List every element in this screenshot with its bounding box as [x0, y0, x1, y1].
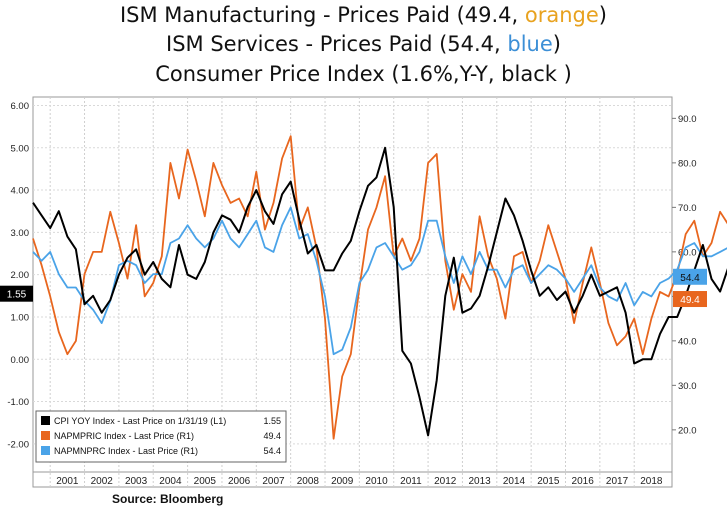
services-last-value-label: 54.4: [680, 273, 700, 284]
cpi-series-line: [32, 146, 727, 437]
chart-title-line-2: ISM Services - Prices Paid (54.4, blue): [0, 32, 727, 56]
right-y-tick-label: 40.0: [678, 336, 697, 347]
services-last-value-badge: [673, 268, 707, 285]
x-tick-label: 2003: [125, 476, 148, 487]
chart-title-line-1: ISM Manufacturing - Prices Paid (49.4, o…: [0, 3, 727, 27]
legend-series-name: CPI YOY Index - Last Price on 1/31/19 (L…: [54, 416, 226, 426]
x-tick-label: 2018: [640, 476, 663, 487]
x-tick-label: 2015: [537, 476, 560, 487]
x-tick-label: 2007: [262, 476, 285, 487]
right-y-tick-label: 20.0: [678, 425, 697, 436]
x-tick-label: 2005: [194, 476, 217, 487]
left-y-tick-label: 0.00: [11, 355, 30, 366]
title-line-1-color-word: orange: [524, 3, 599, 27]
x-tick-label: 2009: [331, 476, 354, 487]
right-y-tick-label: 60.0: [678, 247, 697, 258]
title-line-1-text: ISM Manufacturing - Prices Paid (49.4,: [119, 3, 525, 27]
title-line-3-text: Consumer Price Index (1.6%,Y-Y, black ): [155, 62, 572, 86]
legend-series-last-value: 54.4: [263, 446, 281, 456]
legend-box: [35, 410, 287, 463]
manufacturing-prices-line: [32, 135, 727, 440]
left-y-tick-label: 3.00: [11, 228, 30, 239]
right-y-tick-label: 80.0: [678, 158, 697, 169]
left-y-tick-label: 5.00: [11, 143, 30, 154]
x-tick-label: 2013: [468, 476, 491, 487]
right-y-tick-label: 70.0: [678, 203, 697, 214]
left-y-tick-label: 1.00: [11, 312, 30, 323]
title-line-2-text: ISM Services - Prices Paid (54.4,: [166, 32, 508, 56]
x-tick-label: 2001: [56, 476, 79, 487]
x-tick-label: 2010: [365, 476, 388, 487]
legend-swatch: [41, 446, 50, 455]
left-y-tick-label: 6.00: [11, 101, 30, 112]
title-line-2-color-word: blue: [507, 32, 553, 56]
x-tick-label: 2004: [159, 476, 182, 487]
manufacturing-last-value-badge: [673, 291, 707, 308]
x-tick-label: 2011: [400, 476, 422, 487]
x-tick-label: 2017: [606, 476, 629, 487]
manufacturing-last-value-label: 49.4: [680, 295, 700, 306]
legend-swatch: [41, 431, 50, 440]
x-tick-label: 2002: [91, 476, 114, 487]
legend-swatch: [41, 416, 50, 425]
title-line-1-end: ): [598, 3, 607, 27]
left-y-tick-label: -2.00: [7, 439, 29, 450]
right-y-tick-label: 30.0: [678, 381, 697, 392]
source-note: Source: Bloomberg: [112, 492, 224, 506]
left-y-tick-label: 2.00: [11, 270, 30, 281]
x-tick-label: 2016: [572, 476, 595, 487]
cpi-last-value-label: 1.55: [7, 290, 27, 301]
legend-series-last-value: 49.4: [263, 431, 281, 441]
left-y-tick-label: -1.00: [7, 397, 29, 408]
legend-series-name: NAPMPRIC Index - Last Price (R1): [54, 431, 194, 441]
legend-series-name: NAPMNPRC Index - Last Price (R1): [54, 446, 198, 456]
x-tick-label: 2014: [503, 476, 526, 487]
x-tick-label: 2008: [297, 476, 320, 487]
x-tick-label: 2006: [228, 476, 251, 487]
x-tick-label: 2012: [434, 476, 457, 487]
left-y-tick-label: 4.00: [11, 186, 30, 197]
title-line-2-end: ): [552, 32, 561, 56]
chart-title-line-3: Consumer Price Index (1.6%,Y-Y, black ): [0, 62, 727, 86]
cpi-last-value-badge: [0, 285, 33, 302]
legend-series-last-value: 1.55: [263, 416, 281, 426]
right-y-tick-label: 90.0: [678, 114, 697, 125]
